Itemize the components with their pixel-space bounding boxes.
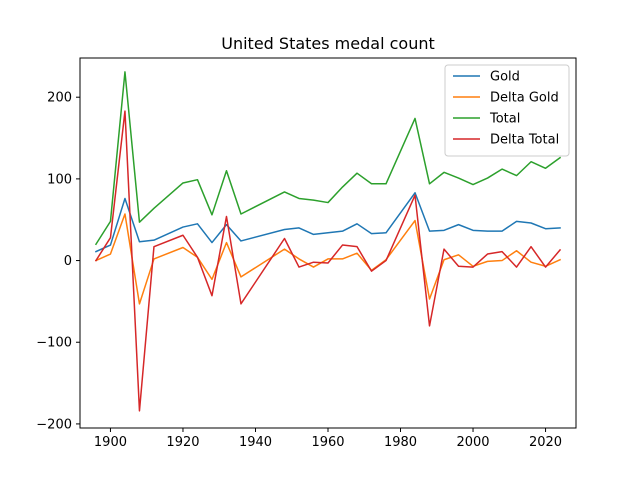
y-tick-label: −100 <box>36 336 72 351</box>
series-line-gold <box>94 192 561 253</box>
y-tick-label: 200 <box>47 91 72 106</box>
legend: Gold Delta Gold Total Delta Total <box>444 64 570 157</box>
series-line-delta-total <box>94 110 562 412</box>
series-line-delta-gold <box>94 213 562 305</box>
series-layer <box>94 71 562 412</box>
x-tick-label: 1940 <box>239 435 272 450</box>
legend-label-delta-total: Delta Total <box>490 133 559 148</box>
legend-box <box>444 64 570 157</box>
series-line-total <box>94 71 562 246</box>
y-tick-label: 100 <box>47 172 72 187</box>
x-tick-label: 1920 <box>166 435 199 450</box>
x-tick-label: 1900 <box>94 435 127 450</box>
y-tick-label: −200 <box>36 417 72 432</box>
y-tick-label: 0 <box>64 254 72 269</box>
axes-layer: 1900 1920 1940 1960 1980 2000 2020 −200 −100 0 100… <box>36 91 562 450</box>
x-tick-label: 1960 <box>311 435 344 450</box>
legend-label-gold: Gold <box>490 70 520 85</box>
legend-label-delta-gold: Delta Gold <box>490 91 559 106</box>
x-tick-label: 1980 <box>384 435 417 450</box>
legend-label-total: Total <box>489 112 520 127</box>
x-tick-label: 2000 <box>456 435 489 450</box>
chart-title: United States medal count <box>221 34 435 53</box>
x-tick-label: 2020 <box>529 435 562 450</box>
